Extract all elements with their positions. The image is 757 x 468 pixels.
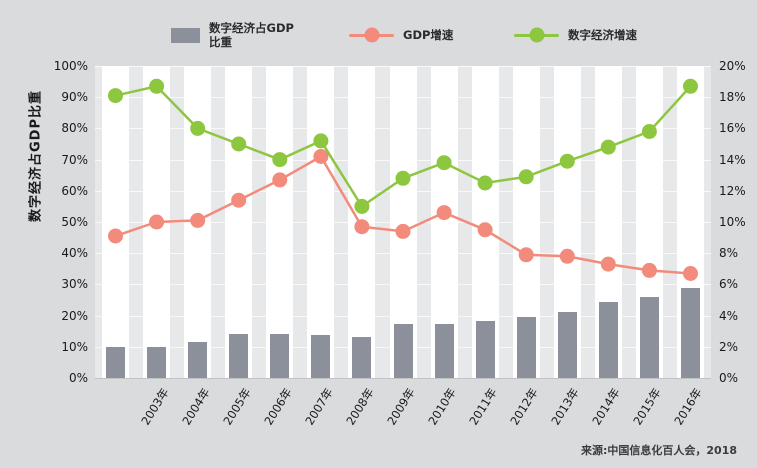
left-axis-tick-label: 40% bbox=[61, 246, 88, 261]
bar-digital-gdp-share bbox=[639, 296, 659, 378]
gdp-growth-point bbox=[231, 192, 247, 208]
gdp-growth-point bbox=[313, 149, 329, 164]
bar-digital-gdp-share bbox=[147, 346, 167, 378]
bar-digital-gdp-share bbox=[516, 317, 536, 378]
legend-item-digital: 数字经济增速 bbox=[514, 18, 637, 52]
bar-background-stripe bbox=[307, 66, 335, 378]
bar-digital-gdp-share bbox=[270, 333, 290, 378]
bar-background-stripe bbox=[266, 66, 294, 378]
legend-label-gdp: GDP增速 bbox=[403, 28, 454, 42]
plot-area bbox=[95, 66, 711, 378]
gdp-growth-point bbox=[108, 228, 123, 244]
digital-growth-point bbox=[600, 139, 616, 155]
right-axis-tick-label: 2% bbox=[719, 339, 739, 354]
legend-label-share-line2: 比重 bbox=[209, 35, 232, 49]
right-axis-tick-label: 0% bbox=[719, 371, 739, 385]
digital-growth-point bbox=[313, 133, 329, 149]
bar-digital-gdp-share bbox=[557, 312, 577, 378]
digital-growth-point bbox=[518, 169, 534, 185]
gdp-growth-point bbox=[395, 223, 411, 239]
gdp-growth-point bbox=[149, 214, 165, 230]
legend: 数字经济占GDP 比重 GDP增速 数字经济增速 bbox=[0, 18, 757, 56]
x-axis-line bbox=[95, 378, 711, 379]
digital-line-marker-icon bbox=[514, 27, 559, 43]
gdp-line-marker-icon bbox=[349, 27, 394, 43]
left-axis-tick-label: 50% bbox=[61, 215, 88, 229]
gdp-growth-point bbox=[190, 212, 206, 228]
left-axis-tick-label: 20% bbox=[61, 308, 88, 323]
bar-background-stripe bbox=[225, 66, 253, 378]
digital-growth-point bbox=[108, 88, 123, 104]
gdp-growth-point bbox=[518, 247, 534, 263]
bar-digital-gdp-share bbox=[229, 333, 249, 378]
digital-growth-point bbox=[190, 120, 206, 136]
digital-growth-point bbox=[683, 78, 698, 94]
digital-growth-point bbox=[436, 155, 452, 171]
left-axis-tick-label: 90% bbox=[61, 90, 88, 105]
bar-digital-gdp-share bbox=[311, 335, 331, 378]
bar-digital-gdp-share bbox=[188, 342, 208, 378]
gdp-growth-point bbox=[354, 219, 370, 235]
legend-item-gdp: GDP增速 bbox=[349, 18, 453, 52]
left-axis-tick-label: 100% bbox=[53, 59, 88, 73]
source-note: 来源:中国信息化百人会，2018 bbox=[580, 444, 737, 457]
right-axis-tick-label: 12% bbox=[719, 183, 746, 198]
left-axis-tick-label: 70% bbox=[61, 152, 88, 167]
left-axis-tick-label: 30% bbox=[61, 277, 88, 292]
left-axis-tick-label: 60% bbox=[61, 183, 88, 198]
digital-growth-point bbox=[231, 136, 247, 152]
gdp-growth-point bbox=[272, 172, 288, 188]
digital-growth-point bbox=[354, 198, 370, 214]
digital-growth-point bbox=[641, 124, 657, 139]
bar-swatch-icon bbox=[171, 27, 200, 43]
right-axis-tick-label: 6% bbox=[719, 277, 739, 292]
right-axis-tick-label: 4% bbox=[719, 308, 739, 323]
bar-digital-gdp-share bbox=[475, 320, 495, 378]
bar-digital-gdp-share bbox=[393, 323, 413, 378]
gdp-growth-point bbox=[436, 205, 452, 221]
left-axis-tick-label: 10% bbox=[61, 339, 88, 354]
bar-digital-gdp-share bbox=[352, 337, 372, 378]
line-series-overlay bbox=[108, 78, 698, 281]
bar-digital-gdp-share bbox=[680, 287, 700, 378]
right-axis-tick-label: 18% bbox=[719, 90, 746, 105]
legend-item-share: 数字经济占GDP 比重 bbox=[171, 18, 294, 52]
digital-growth-point bbox=[395, 170, 411, 186]
legend-label-share: 数字经济占GDP 比重 bbox=[209, 21, 294, 49]
legend-label-digital: 数字经济增速 bbox=[568, 28, 637, 42]
right-axis-tick-label: 10% bbox=[719, 215, 746, 229]
digital-growth-point bbox=[149, 78, 165, 94]
digital-growth-point bbox=[559, 153, 575, 169]
gdp-growth-point bbox=[477, 222, 493, 238]
bar-digital-gdp-share bbox=[598, 302, 618, 378]
gdp-growth-point bbox=[683, 266, 698, 281]
bar-digital-gdp-share bbox=[106, 346, 126, 378]
bar-background-stripe bbox=[102, 66, 130, 378]
gdp-growth-point bbox=[559, 248, 575, 264]
right-axis-tick-label: 20% bbox=[719, 59, 746, 73]
right-axis-tick-label: 14% bbox=[719, 152, 746, 167]
bar-digital-gdp-share bbox=[434, 323, 454, 378]
digital-growth-point bbox=[272, 152, 288, 168]
legend-label-share-line1: 数字经济占GDP bbox=[209, 21, 294, 35]
gdp-growth-point bbox=[641, 262, 657, 278]
right-axis-tick-label: 16% bbox=[719, 121, 746, 136]
right-axis-tick-label: 8% bbox=[719, 246, 739, 261]
left-axis-tick-label: 0% bbox=[68, 371, 88, 385]
digital-growth-point bbox=[477, 175, 493, 191]
gdp-growth-point bbox=[600, 256, 616, 272]
left-axis-tick-label: 80% bbox=[61, 121, 88, 136]
